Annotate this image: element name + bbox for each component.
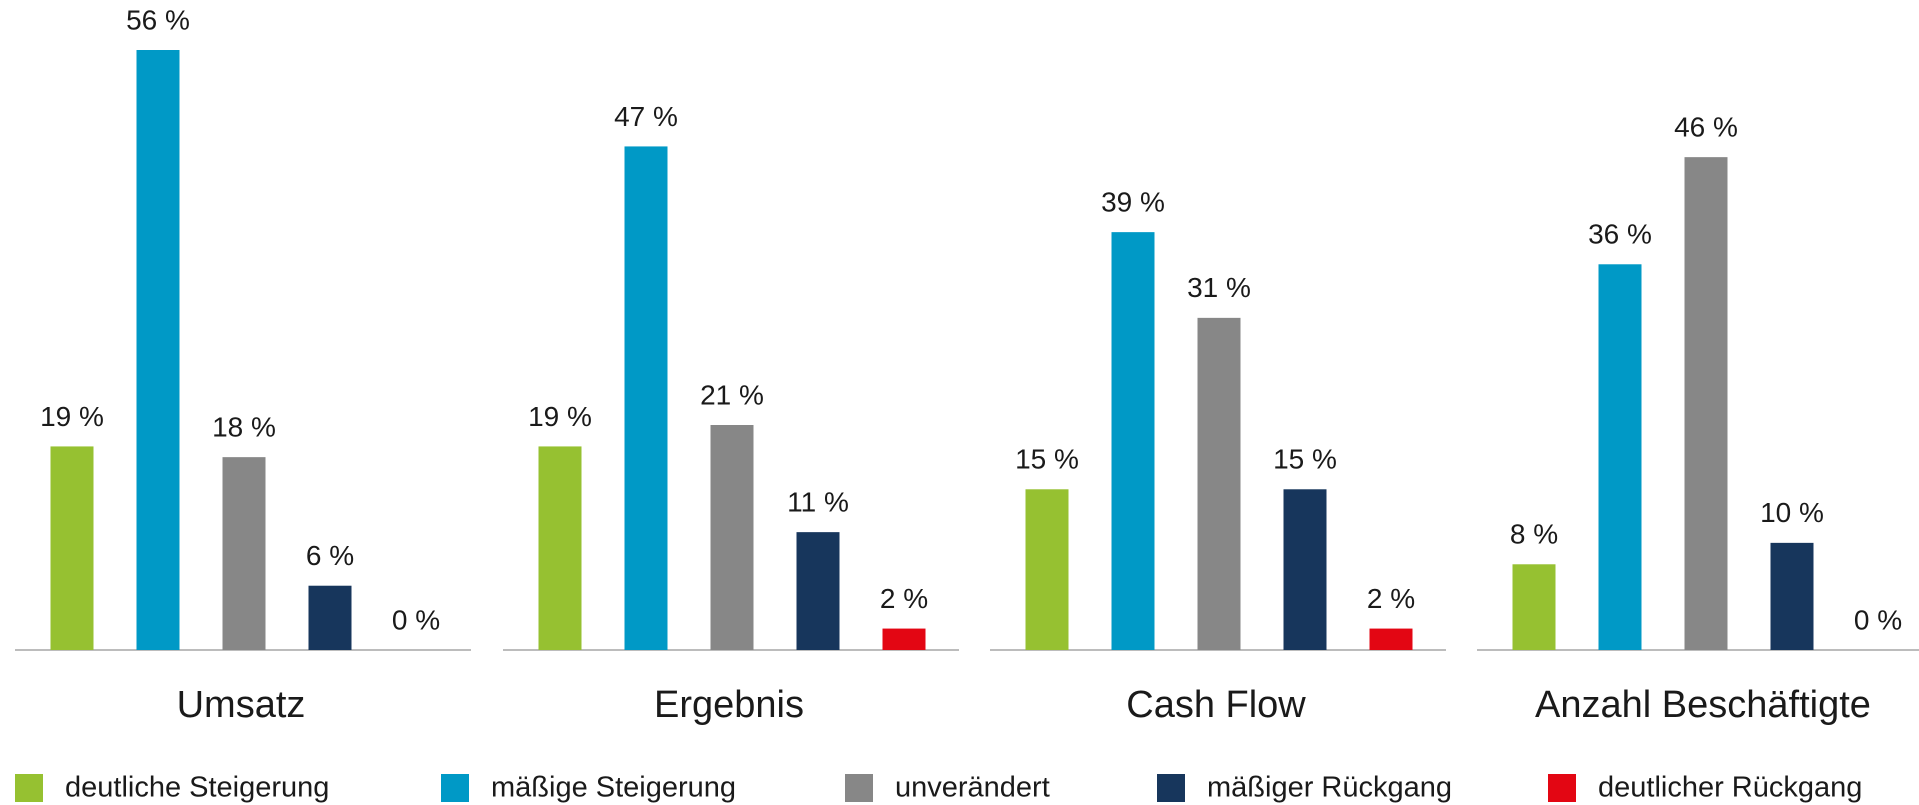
value-label: 56 %	[126, 4, 190, 35]
legend-swatch	[1157, 774, 1185, 802]
value-label: 15 %	[1015, 444, 1079, 475]
value-label: 6 %	[306, 540, 354, 571]
category-label: Ergebnis	[654, 684, 804, 726]
legend-swatch	[1548, 774, 1576, 802]
value-label: 11 %	[787, 487, 849, 518]
category-label: Anzahl Beschäftigte	[1535, 684, 1871, 726]
bar	[1598, 264, 1642, 650]
bar	[882, 628, 926, 650]
legend-swatch	[441, 774, 469, 802]
bar	[1369, 628, 1413, 650]
bar	[796, 532, 840, 650]
value-label: 15 %	[1273, 444, 1337, 475]
value-label: 0 %	[392, 604, 440, 635]
bar	[538, 446, 582, 650]
bar	[308, 585, 352, 650]
legend-label: deutlicher Rückgang	[1598, 772, 1862, 804]
legend-label: deutliche Steigerung	[65, 772, 329, 804]
value-label: 10 %	[1760, 497, 1824, 528]
legend-label: mäßiger Rückgang	[1207, 772, 1452, 804]
value-label: 18 %	[212, 412, 276, 443]
bar	[1283, 489, 1327, 650]
legend-swatch	[845, 774, 873, 802]
value-label: 21 %	[700, 379, 764, 410]
value-label: 8 %	[1510, 519, 1558, 550]
value-label: 0 %	[1854, 604, 1902, 635]
bar	[710, 425, 754, 650]
bar	[1111, 232, 1155, 650]
bar	[1197, 317, 1241, 650]
value-label: 47 %	[614, 101, 678, 132]
value-label: 2 %	[880, 583, 928, 614]
legend-label: mäßige Steigerung	[491, 772, 736, 804]
value-label: 31 %	[1187, 272, 1251, 303]
value-label: 36 %	[1588, 219, 1652, 250]
value-label: 2 %	[1367, 583, 1415, 614]
legend-swatch	[15, 774, 43, 802]
category-label: Umsatz	[177, 684, 306, 726]
bar	[50, 446, 94, 650]
value-label: 19 %	[40, 401, 104, 432]
bar	[222, 457, 266, 650]
bar	[624, 146, 668, 650]
bar	[1025, 489, 1069, 650]
bar	[1770, 542, 1814, 650]
bar	[1512, 564, 1556, 650]
legend-label: unverändert	[895, 772, 1050, 804]
bar	[1684, 157, 1728, 650]
value-label: 46 %	[1674, 112, 1738, 143]
category-label: Cash Flow	[1126, 684, 1306, 726]
bar	[136, 50, 180, 650]
value-label: 39 %	[1101, 187, 1165, 218]
value-label: 19 %	[528, 401, 592, 432]
